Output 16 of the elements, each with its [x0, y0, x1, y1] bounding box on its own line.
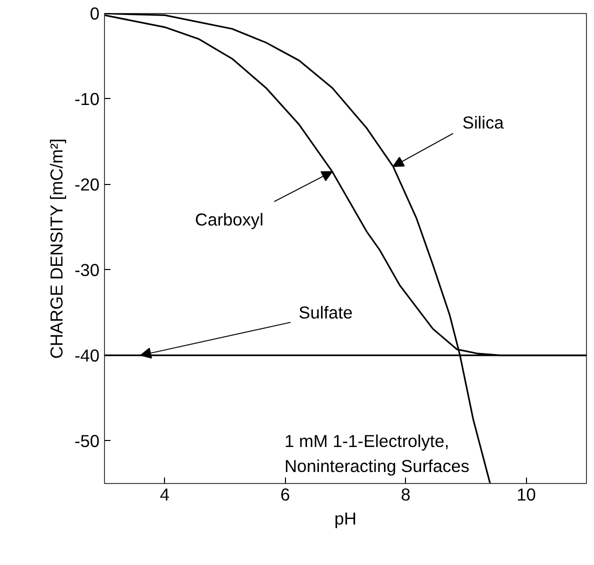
y-tick-label: 0 [90, 4, 100, 24]
y-tick-label: -10 [74, 88, 100, 109]
annotation: 1 mM 1-1-Electrolyte, Noninteracting Surfaces [284, 431, 470, 476]
annotation: Silica [462, 112, 504, 132]
y-tick-label: -20 [74, 174, 100, 194]
x-tick-label: 8 [400, 484, 411, 504]
x-tick-label: 4 [160, 484, 170, 504]
y-tick-label: -50 [74, 430, 100, 451]
annotation: Carboxyl [195, 210, 264, 230]
x-axis-title: pH [334, 508, 357, 528]
y-tick-label: -30 [74, 260, 100, 280]
annotation: Sulfate [298, 302, 353, 322]
y-tick-label: -40 [74, 345, 100, 366]
y-axis-title: CHARGE DENSITY [mC/m²] [46, 138, 66, 359]
x-tick-label: 10 [516, 484, 536, 504]
x-tick-label: 6 [280, 484, 290, 504]
